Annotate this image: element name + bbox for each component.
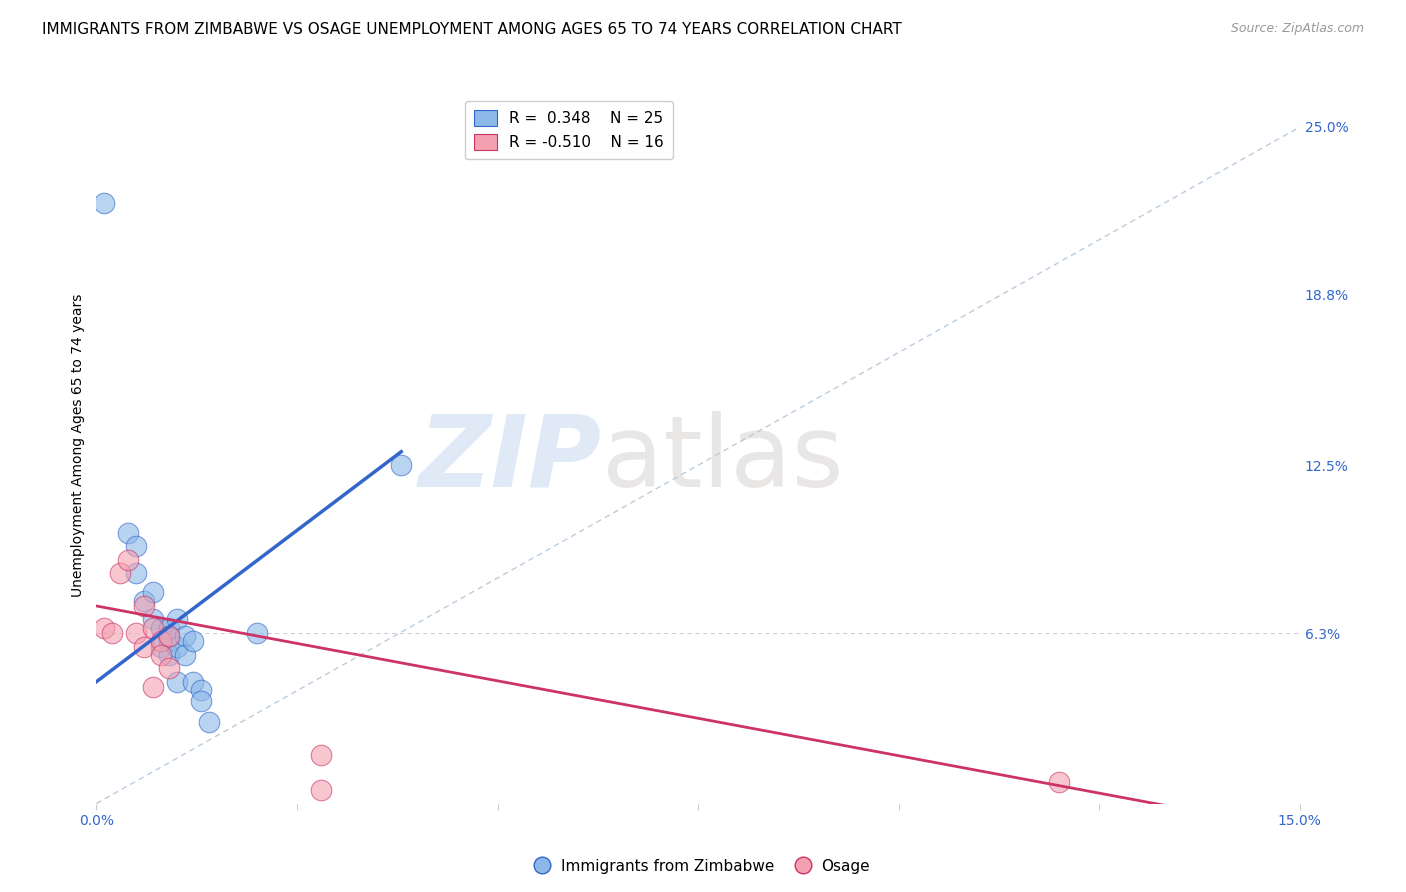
- Point: [157, 634, 180, 648]
- Point: [125, 540, 148, 554]
- Point: [190, 694, 212, 708]
- Point: [166, 674, 188, 689]
- Legend: Immigrants from Zimbabwe, Osage: Immigrants from Zimbabwe, Osage: [530, 853, 876, 880]
- Point: [149, 648, 172, 662]
- Point: [181, 634, 204, 648]
- Text: IMMIGRANTS FROM ZIMBABWE VS OSAGE UNEMPLOYMENT AMONG AGES 65 TO 74 YEARS CORRELA: IMMIGRANTS FROM ZIMBABWE VS OSAGE UNEMPL…: [42, 22, 901, 37]
- Point: [157, 629, 180, 643]
- Point: [173, 629, 195, 643]
- Point: [149, 634, 172, 648]
- Point: [149, 621, 172, 635]
- Point: [134, 593, 156, 607]
- Text: ZIP: ZIP: [419, 411, 602, 508]
- Point: [134, 640, 156, 654]
- Point: [141, 613, 163, 627]
- Point: [197, 715, 219, 730]
- Point: [141, 585, 163, 599]
- Point: [110, 566, 132, 581]
- Y-axis label: Unemployment Among Ages 65 to 74 years: Unemployment Among Ages 65 to 74 years: [72, 293, 86, 597]
- Point: [173, 648, 195, 662]
- Point: [166, 640, 188, 654]
- Text: atlas: atlas: [602, 411, 844, 508]
- Point: [101, 626, 124, 640]
- Legend: R =  0.348    N = 25, R = -0.510    N = 16: R = 0.348 N = 25, R = -0.510 N = 16: [465, 101, 673, 159]
- Text: Source: ZipAtlas.com: Source: ZipAtlas.com: [1230, 22, 1364, 36]
- Point: [157, 661, 180, 675]
- Point: [309, 747, 332, 762]
- Point: [117, 553, 139, 567]
- Point: [181, 674, 204, 689]
- Point: [389, 458, 412, 473]
- Point: [149, 640, 172, 654]
- Point: [125, 626, 148, 640]
- Point: [125, 566, 148, 581]
- Point: [157, 648, 180, 662]
- Point: [157, 629, 180, 643]
- Point: [93, 195, 115, 210]
- Point: [190, 682, 212, 697]
- Point: [1047, 775, 1070, 789]
- Point: [134, 599, 156, 613]
- Point: [309, 783, 332, 797]
- Point: [93, 621, 115, 635]
- Point: [141, 621, 163, 635]
- Point: [141, 680, 163, 694]
- Point: [157, 621, 180, 635]
- Point: [166, 613, 188, 627]
- Point: [117, 525, 139, 540]
- Point: [246, 626, 269, 640]
